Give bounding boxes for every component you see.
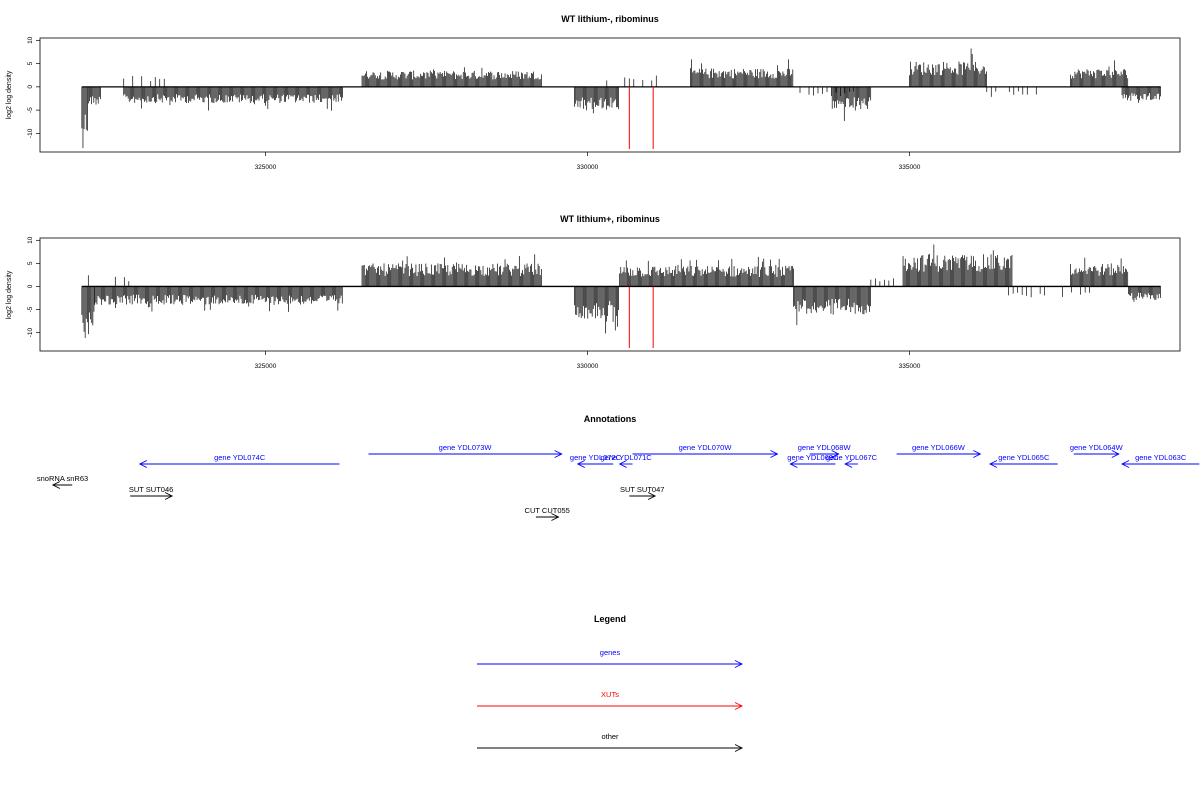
- x-tick-label: 335000: [899, 164, 921, 171]
- x-tick-label: 330000: [577, 363, 599, 370]
- y-axis-label: log2 log density: [6, 70, 13, 119]
- feature-label: gene YDL071C: [601, 453, 653, 462]
- y-tick-label: -5: [27, 306, 34, 312]
- feature-arrowhead: [51, 481, 61, 489]
- panel-title: WT lithium+, ribominus: [560, 214, 660, 224]
- legend-item-other: other: [477, 732, 744, 752]
- y-tick-label: 10: [27, 236, 34, 244]
- feature-arrowhead: [576, 460, 585, 468]
- y-tick-label: -10: [27, 327, 34, 337]
- y-tick-label: -5: [27, 107, 34, 113]
- y-tick-label: 5: [27, 61, 34, 65]
- feature-arrowhead: [988, 460, 998, 468]
- feature-label: gene YDL063C: [1135, 453, 1187, 462]
- y-tick-label: 5: [27, 261, 34, 265]
- feature-arrowhead: [618, 460, 627, 468]
- x-tick-label: 335000: [899, 363, 921, 370]
- y-tick-label: 0: [27, 85, 34, 89]
- feature-label: gene YDL067C: [826, 453, 878, 462]
- feature-list: snoRNA snR63 SUT SUT046 gene YDL074C gene Y…: [37, 443, 1200, 521]
- axes: -10 -5 0 5 10 325000 330000 335000: [27, 236, 1181, 370]
- legend: Legend genes XUTs other: [477, 614, 744, 752]
- coverage-bars: [81, 48, 1161, 149]
- y-tick-label: -10: [27, 128, 34, 138]
- feature-gene-ydl070w: gene YDL070W: [632, 443, 779, 458]
- legend-label: XUTs: [601, 690, 619, 699]
- legend-title: Legend: [594, 614, 626, 624]
- feature-arrowhead: [1111, 450, 1120, 458]
- feature-gene-ydl068w: gene YDL068W: [798, 443, 852, 458]
- feature-label: SUT SUT047: [620, 485, 664, 494]
- feature-sut-sut046: SUT SUT046: [129, 485, 173, 500]
- feature-cut-cut055: CUT CUT055: [525, 506, 570, 521]
- x-tick-label: 325000: [255, 164, 277, 171]
- feature-arrowhead: [554, 450, 563, 458]
- axes: -10 -5 0 5 10 325000 330000 335000: [27, 36, 1181, 171]
- feature-arrowhead: [647, 492, 657, 500]
- feature-label: gene YDL064W: [1070, 443, 1124, 452]
- x-tick-label: 325000: [255, 363, 277, 370]
- feature-label: gene YDL068W: [798, 443, 852, 452]
- xut-markers: [628, 286, 654, 348]
- feature-gene-ydl073w: gene YDL073W: [368, 443, 563, 458]
- plot-frame: [39, 237, 1181, 352]
- y-tick-label: 0: [27, 284, 34, 288]
- feature-arrowhead: [789, 460, 798, 468]
- feature-arrowhead: [138, 460, 148, 468]
- legend-item-genes: genes: [477, 648, 744, 668]
- annotations-title: Annotations: [584, 414, 637, 424]
- feature-arrowhead: [844, 460, 853, 468]
- feature-label: CUT CUT055: [525, 506, 570, 515]
- feature-gene-ydl066w: gene YDL066W: [896, 443, 982, 458]
- coverage-panel-lithium-minus: WT lithium-, ribominus log2 log density …: [6, 14, 1181, 171]
- feature-label: gene YDL069C: [787, 453, 839, 462]
- annotations-track: Annotations snoRNA snR63 SUT SUT046 gene Y…: [37, 414, 1200, 521]
- feature-label: gene YDL073W: [439, 443, 493, 452]
- feature-gene-ydl071c: gene YDL071C: [601, 453, 653, 468]
- feature-arrowhead: [1121, 460, 1130, 468]
- feature-snorna-snr63: snoRNA snR63: [37, 474, 88, 489]
- feature-gene-ydl065c: gene YDL065C: [988, 453, 1058, 468]
- legend-arrowhead: [734, 744, 744, 752]
- feature-gene-ydl069c: gene YDL069C: [787, 453, 839, 468]
- feature-label: gene YDL072C: [570, 453, 622, 462]
- xut-markers: [628, 86, 654, 149]
- feature-gene-ydl067c: gene YDL067C: [826, 453, 878, 468]
- legend-label: other: [601, 732, 619, 741]
- legend-arrowhead: [734, 660, 744, 668]
- legend-arrowhead: [734, 702, 744, 710]
- feature-label: gene YDL070W: [679, 443, 733, 452]
- feature-gene-ydl064w: gene YDL064W: [1070, 443, 1124, 458]
- feature-gene-ydl072c: gene YDL072C: [570, 453, 622, 468]
- feature-label: gene YDL066W: [912, 443, 966, 452]
- feature-arrowhead: [770, 450, 779, 458]
- feature-gene-ydl063c: gene YDL063C: [1121, 453, 1200, 468]
- feature-gene-ydl074c: gene YDL074C: [138, 453, 340, 468]
- feature-label: gene YDL074C: [214, 453, 266, 462]
- feature-arrowhead: [551, 513, 560, 521]
- plot-frame: [39, 37, 1181, 153]
- x-tick-label: 330000: [577, 164, 599, 171]
- coverage-panel-lithium-plus: WT lithium+, ribominus log2 log density …: [6, 214, 1181, 370]
- legend-items: genes XUTs other: [477, 648, 744, 752]
- y-axis-label: log2 log density: [6, 270, 13, 319]
- legend-item-xuts: XUTs: [477, 690, 744, 710]
- panel-title: WT lithium-, ribominus: [561, 14, 659, 24]
- legend-label: genes: [600, 648, 621, 657]
- feature-label: snoRNA snR63: [37, 474, 88, 483]
- y-tick-label: 10: [27, 36, 34, 44]
- coverage-bars: [81, 244, 1161, 338]
- feature-arrowhead: [973, 450, 982, 458]
- feature-arrowhead: [831, 450, 840, 458]
- feature-label: gene YDL065C: [998, 453, 1050, 462]
- feature-sut-sut047: SUT SUT047: [620, 485, 664, 500]
- feature-arrowhead: [164, 492, 174, 500]
- feature-label: SUT SUT046: [129, 485, 173, 494]
